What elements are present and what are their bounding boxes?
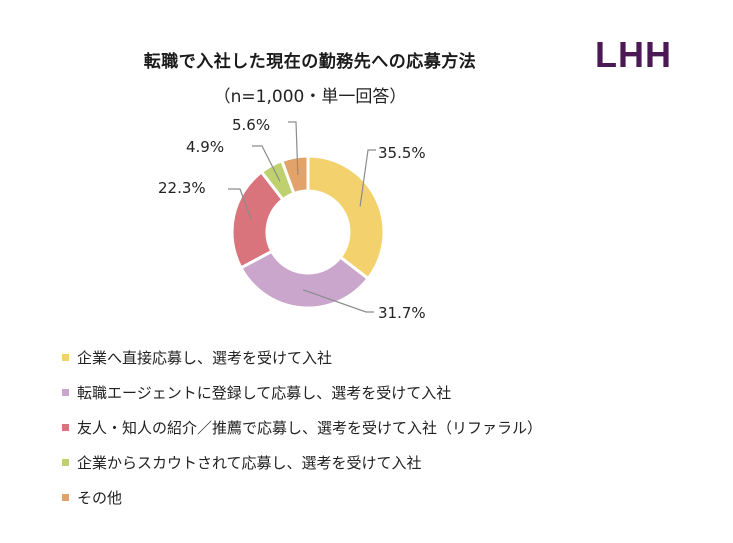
legend-label: 企業へ直接応募し、選考を受けて入社	[77, 349, 333, 367]
leader-line	[288, 121, 299, 175]
data-label: 31.7%	[378, 304, 426, 322]
leader-line	[302, 289, 374, 313]
data-label: 22.3%	[158, 179, 206, 197]
chart-title: 転職で入社した現在の勤務先への応募方法	[143, 52, 477, 72]
donut-slice	[238, 249, 371, 310]
legend-swatch-icon	[62, 494, 69, 501]
leader-line	[359, 149, 376, 207]
lhh-logo: LHH	[595, 34, 672, 75]
legend-item: 企業へ直接応募し、選考を受けて入社	[62, 340, 542, 375]
legend-label: 友人・知人の紹介／推薦で応募し、選考を受けて入社（リファラル）	[77, 419, 543, 437]
legend-swatch-icon	[62, 459, 69, 466]
legend-label: その他	[77, 489, 123, 507]
legend-item: 転職エージェントに登録して応募し、選考を受けて入社	[62, 375, 542, 410]
legend-label: 企業からスカウトされて応募し、選考を受けて入社	[77, 454, 422, 472]
donut-slice	[306, 154, 386, 281]
data-label: 35.5%	[378, 144, 426, 162]
legend-swatch-icon	[62, 424, 69, 431]
legend-swatch-icon	[62, 389, 69, 396]
legend-item: 友人・知人の紹介／推薦で応募し、選考を受けて入社（リファラル）	[62, 410, 542, 445]
leader-line	[252, 145, 281, 182]
data-label: 5.6%	[232, 116, 270, 134]
legend-item: その他	[62, 480, 542, 515]
leader-line	[228, 188, 252, 221]
chart-subtitle: （n=1,000・単一回答）	[213, 87, 407, 107]
legend-swatch-icon	[62, 354, 69, 361]
legend-label: 転職エージェントに登録して応募し、選考を受けて入社	[77, 384, 452, 402]
donut-slice	[279, 154, 310, 196]
data-label: 4.9%	[186, 138, 224, 156]
legend-item: 企業からスカウトされて応募し、選考を受けて入社	[62, 445, 542, 480]
chart-legend: 企業へ直接応募し、選考を受けて入社 転職エージェントに登録して応募し、選考を受け…	[62, 340, 542, 515]
